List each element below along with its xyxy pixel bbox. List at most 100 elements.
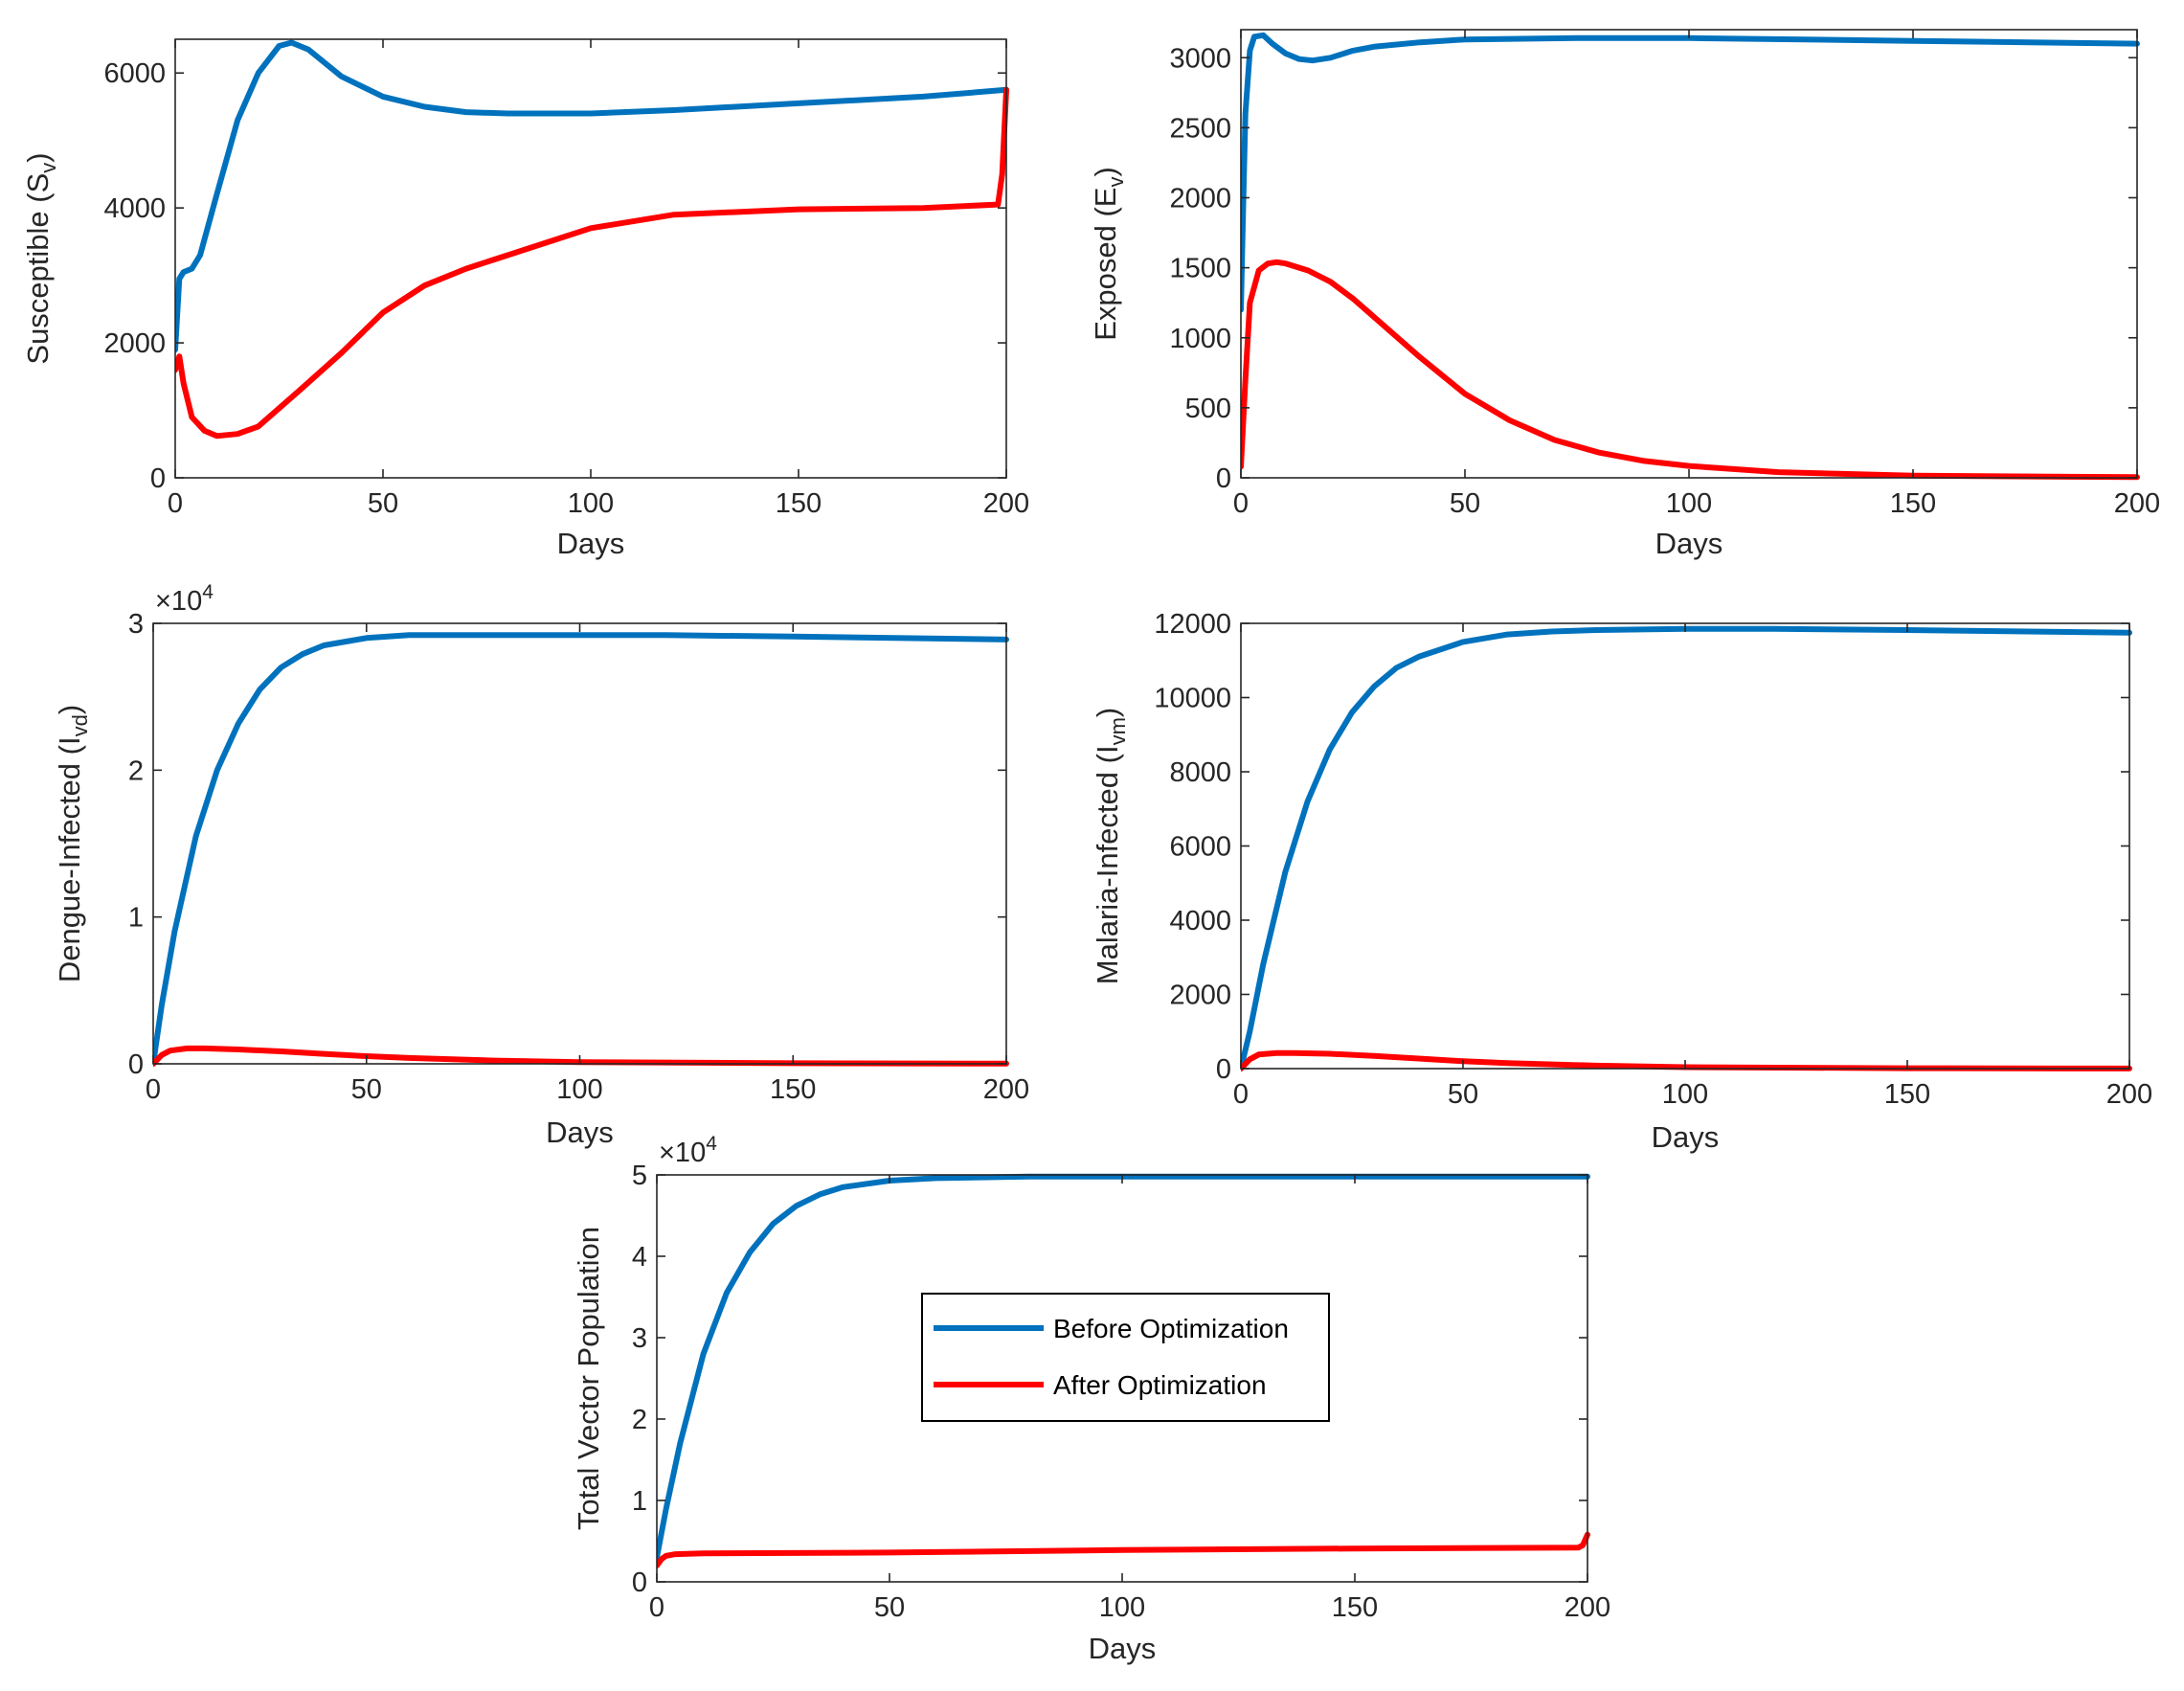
legend: Before Optimization After Optimization [921,1293,1330,1422]
series-after-optimization-line [657,1531,1590,1568]
chart-dengue: 0 50 100 150 200 0 1 2 3 Days Dengue-Infected (Ivd… [53,581,1029,1149]
y-axis-label-text: Susceptible (S [21,173,55,365]
y-tick-label: 2500 [1169,113,1231,144]
x-tick-label: 100 [1666,488,1712,519]
y-tick-label: 2 [632,1405,647,1435]
y-tick-label: 10000 [1154,684,1231,714]
x-tick-label: 100 [1099,1592,1145,1623]
y-axis-label-subscript: vm [1106,717,1130,745]
x-tick-label: 200 [1565,1592,1610,1623]
x-axis-label: Days [1089,1632,1157,1665]
y-axis-label-text: Total Vector Population [572,1227,605,1530]
y-tick-label: 12000 [1154,609,1231,640]
x-tick-label: 100 [568,488,614,519]
axes-box [174,38,1007,479]
axes-box [1240,29,2138,479]
series-before-optimization-line [153,632,1009,1067]
y-axis-label: Total Vector Population [572,1227,605,1530]
x-tick-label: 100 [556,1074,602,1105]
y-tick-label: 4000 [103,193,166,224]
y-axis-label-subscript: v [36,163,60,173]
y-tick-label: 0 [1216,1054,1231,1085]
chart-total: 0 50 100 150 200 0 1 2 3 4 5 Days Total Vector Popul… [572,1133,1610,1665]
y-axis-label: Susceptible (Sv) [21,152,60,364]
y-tick-label: 1500 [1169,254,1231,284]
y-tick-label: 0 [1216,463,1231,494]
y-axis-label-subscript: v [1104,177,1128,188]
series-before-optimization-line [657,1173,1590,1561]
y-tick-label: 0 [632,1567,647,1598]
y-tick-label: 3000 [1169,43,1231,74]
y-tick-label: 2000 [1169,981,1231,1011]
y-axis-label-subscript: vd [68,714,92,736]
series-before-optimization-line [175,39,1009,353]
y-axis-label: Malaria-Infected (Ivm) [1091,708,1130,984]
axis-exponent: ×104 [659,1133,717,1168]
y-tick-label: 2000 [103,328,166,359]
y-axis-label-text: Dengue-Infected (I [53,736,86,982]
plot-area [1241,32,2140,481]
x-tick-label: 50 [1450,488,1480,519]
y-axis-label-close: ) [1091,708,1124,717]
y-tick-label: 0 [150,463,166,494]
y-tick-label: 500 [1185,394,1231,424]
series-after-optimization-line [175,86,1009,440]
y-tick-label: 3 [632,1323,647,1354]
x-tick-label: 0 [649,1592,664,1623]
y-tick-label: 1 [128,903,144,934]
y-tick-label: 1 [632,1486,647,1517]
x-tick-label: 200 [2106,1079,2152,1110]
x-tick-label: 0 [146,1074,161,1105]
y-tick-label: 6000 [103,58,166,89]
plot-area [657,1173,1590,1568]
x-tick-label: 0 [1233,1079,1249,1110]
x-tick-label: 200 [983,1074,1029,1105]
series-before-optimization-line [1241,625,2132,1071]
axes-box [152,622,1007,1065]
y-axis-label-text: Exposed (E [1089,188,1122,341]
x-tick-label: 50 [1448,1079,1478,1110]
plot-area [153,632,1009,1067]
x-tick-label: 0 [1233,488,1249,519]
x-tick-label: 200 [2114,488,2160,519]
y-tick-label: 5 [632,1161,647,1191]
x-tick-label: 0 [168,488,183,519]
y-axis-label-close: ) [1089,167,1122,176]
x-tick-label: 150 [770,1074,816,1105]
chart-malaria: 0 50 100 150 200020004000600080001000012000D… [1091,609,2152,1154]
y-axis-label: Exposed (Ev) [1089,167,1128,341]
legend-box [921,1293,1330,1422]
x-tick-label: 150 [1884,1079,1930,1110]
x-tick-label: 100 [1662,1079,1708,1110]
x-axis-label: Days [1652,1120,1720,1154]
x-tick-label: 50 [351,1074,382,1105]
y-tick-label: 1000 [1169,324,1231,354]
y-axis-label-text: Malaria-Infected (I [1091,745,1124,984]
plot-area [175,39,1009,440]
y-tick-label: 3 [128,609,144,640]
y-axis-label: Dengue-Infected (Ivd) [53,705,92,982]
x-tick-label: 200 [983,488,1029,519]
legend-label-after: After Optimization [1053,1370,1267,1400]
series-before-optimization-line [1241,32,2140,313]
chart-exposed: 0 50 100 150 200050010001500200025003000Days… [1089,29,2160,560]
y-axis-label-close: ) [53,705,86,714]
y-tick-label: 4000 [1169,906,1231,936]
x-axis-label: Days [557,527,625,560]
y-tick-label: 0 [128,1049,144,1080]
x-tick-label: 150 [1332,1592,1378,1623]
y-tick-label: 4 [632,1242,647,1273]
y-tick-label: 2000 [1169,184,1231,214]
y-tick-label: 8000 [1169,757,1231,788]
series-after-optimization-line [153,1045,1009,1067]
y-axis-label-close: ) [21,152,55,162]
x-axis-label: Days [546,1116,614,1149]
chart-susceptible: 0 50 100 150 2000200040006000DaysSusceptible… [21,38,1029,560]
y-tick-label: 6000 [1169,832,1231,863]
x-tick-label: 150 [776,488,822,519]
y-tick-label: 2 [128,755,144,786]
x-tick-label: 50 [368,488,398,519]
axis-exponent: ×104 [155,581,214,617]
legend-label-before: Before Optimization [1053,1314,1289,1343]
